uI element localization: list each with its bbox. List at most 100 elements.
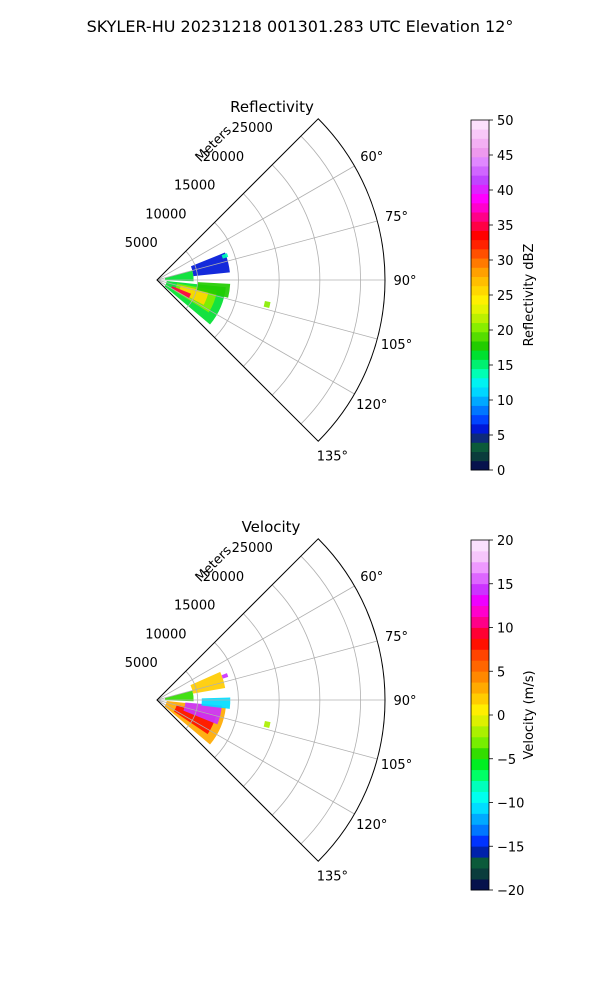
velocity-colorbar-swatch: [471, 704, 489, 716]
reflectivity-colorbar-swatch: [471, 387, 489, 397]
velocity-angular-tick-label: 135°: [317, 869, 348, 884]
velocity-radial-tick-label: 5000: [125, 656, 158, 671]
velocity-colorbar-swatch: [471, 627, 489, 639]
reflectivity-colorbar-swatch: [471, 304, 489, 314]
figure-suptitle: SKYLER-HU 20231218 001301.283 UTC Elevat…: [87, 17, 514, 36]
velocity-radial-tick-label: 15000: [174, 599, 215, 614]
reflectivity-radial-tick-label: 25000: [232, 121, 273, 136]
reflectivity-panel-title: Reflectivity: [230, 98, 314, 116]
reflectivity-radial-tick-label: 10000: [145, 207, 186, 222]
reflectivity-colorbar-label: Reflectivity dBZ: [522, 244, 537, 347]
reflectivity-colorbar-swatch: [471, 248, 489, 259]
velocity-colorbar-swatch: [471, 835, 489, 847]
velocity-radial-tick-label: 20000: [203, 570, 244, 585]
reflectivity-colorbar-swatch: [471, 267, 489, 277]
reflectivity-angular-gridline-4: [156, 279, 355, 395]
reflectivity-colorbar-swatch: [471, 359, 489, 370]
reflectivity-angular-tick-label: 75°: [385, 210, 408, 225]
reflectivity-colorbar-swatch: [471, 285, 489, 296]
reflectivity-colorbar-tick-label: 40: [497, 184, 514, 199]
velocity-colorbar-tick-label: 5: [497, 665, 505, 680]
velocity-colorbar-swatch: [471, 802, 489, 814]
reflectivity-radial-tick-label: 5000: [125, 236, 158, 251]
velocity-panel-title: Velocity: [242, 518, 301, 536]
reflectivity-colorbar-swatch: [471, 258, 489, 268]
velocity-colorbar-swatch: [471, 758, 489, 771]
reflectivity-colorbar-swatch: [471, 331, 489, 342]
velocity-colorbar-swatch: [471, 813, 489, 825]
velocity-angular-gridline-1: [156, 640, 378, 701]
reflectivity-colorbar-tick-label: 20: [497, 324, 514, 339]
velocity-colorbar-swatch: [471, 660, 489, 672]
velocity-colorbar-swatch: [471, 540, 489, 552]
reflectivity-colorbar-swatch: [471, 414, 489, 425]
reflectivity-radial-tick-label: 20000: [203, 150, 244, 165]
reflectivity-colorbar-tick-label: 30: [497, 254, 514, 269]
velocity-sector-frame: [155, 538, 386, 862]
reflectivity-colorbar-swatch: [471, 175, 489, 185]
velocity-angular-gridline-4: [156, 699, 355, 815]
reflectivity-colorbar-swatch: [471, 433, 489, 443]
reflectivity-echo-region-8: [221, 253, 229, 259]
reflectivity-colorbar-swatch: [471, 451, 489, 462]
velocity-colorbar-swatch: [471, 879, 489, 891]
reflectivity-colorbar-swatch: [471, 184, 489, 195]
reflectivity-angular-tick-label: 60°: [360, 150, 383, 165]
reflectivity-echo-region-5: [164, 270, 194, 282]
reflectivity-sector-frame: [155, 118, 386, 442]
reflectivity-colorbar-swatch: [471, 405, 489, 416]
velocity-colorbar-swatch: [471, 846, 489, 858]
reflectivity-colorbar-swatch: [471, 202, 489, 213]
reflectivity-echoes: [164, 252, 271, 325]
velocity-colorbar-swatch: [471, 649, 489, 661]
reflectivity-colorbar-swatch: [471, 341, 489, 351]
reflectivity-colorbar-swatch: [471, 156, 489, 167]
velocity-colorbar-swatch: [471, 715, 489, 727]
reflectivity-colorbar-swatch: [471, 147, 489, 158]
reflectivity-colorbar-tick-label: 25: [497, 289, 514, 304]
velocity-colorbar-swatch: [471, 780, 489, 792]
velocity-colorbar-swatch: [471, 857, 489, 869]
reflectivity-echo-region-4: [196, 282, 231, 298]
velocity-colorbar-label: Velocity (m/s): [522, 670, 537, 759]
reflectivity-colorbar-tick-label: 15: [497, 359, 514, 374]
reflectivity-angular-gridline-0: [156, 165, 355, 281]
reflectivity-colorbar-tick-label: 50: [497, 114, 514, 129]
velocity-colorbar-swatch: [471, 561, 489, 574]
velocity-echo-region-3: [164, 690, 194, 702]
reflectivity-angular-tick-label: 90°: [393, 274, 416, 289]
reflectivity-colorbar-tick-label: 0: [497, 464, 505, 479]
velocity-echo-region-7: [221, 673, 229, 679]
reflectivity-colorbar-swatch: [471, 276, 489, 287]
velocity-colorbar-swatch: [471, 594, 489, 607]
reflectivity-colorbar-tick-label: 45: [497, 149, 514, 164]
velocity-radial-tick-label: 25000: [232, 541, 273, 556]
reflectivity-colorbar-swatch: [471, 221, 489, 231]
reflectivity-colorbar-swatch: [471, 166, 489, 176]
reflectivity-colorbar-tick-label: 10: [497, 394, 514, 409]
velocity-echo-region-6: [263, 720, 271, 728]
velocity-colorbar-tick-label: −10: [497, 797, 524, 812]
velocity-colorbar-swatch: [471, 671, 489, 683]
velocity-colorbar-swatch: [471, 769, 489, 782]
reflectivity-angular-tick-label: 120°: [356, 398, 387, 413]
reflectivity-panel: Reflectivity 500010000150002000025000Met…: [125, 98, 537, 479]
velocity-colorbar-tick-label: 15: [497, 578, 514, 593]
velocity-angular-gridline-3: [156, 699, 378, 760]
reflectivity-colorbar-swatch: [471, 460, 489, 471]
velocity-colorbar-swatch: [471, 572, 489, 585]
reflectivity-angular-gridline-1: [156, 220, 378, 281]
velocity-angular-tick-label: 120°: [356, 818, 387, 833]
velocity-echo-region-5: [190, 671, 226, 694]
reflectivity-angular-tick-label: 105°: [381, 338, 412, 353]
velocity-colorbar-swatch: [471, 868, 489, 880]
velocity-colorbar-tick-label: 0: [497, 709, 505, 724]
velocity-colorbar-swatch: [471, 824, 489, 836]
reflectivity-colorbar-swatch: [471, 368, 489, 379]
reflectivity-colorbar-swatch: [471, 442, 489, 452]
velocity-colorbar-swatch: [471, 736, 489, 749]
reflectivity-angular-gridline-3: [156, 279, 378, 340]
reflectivity-colorbar: 0 5 10 15 20 25 30 35 40 45 50 Reflectivity dBZ: [470, 114, 537, 479]
velocity-colorbar-swatch: [471, 682, 489, 694]
